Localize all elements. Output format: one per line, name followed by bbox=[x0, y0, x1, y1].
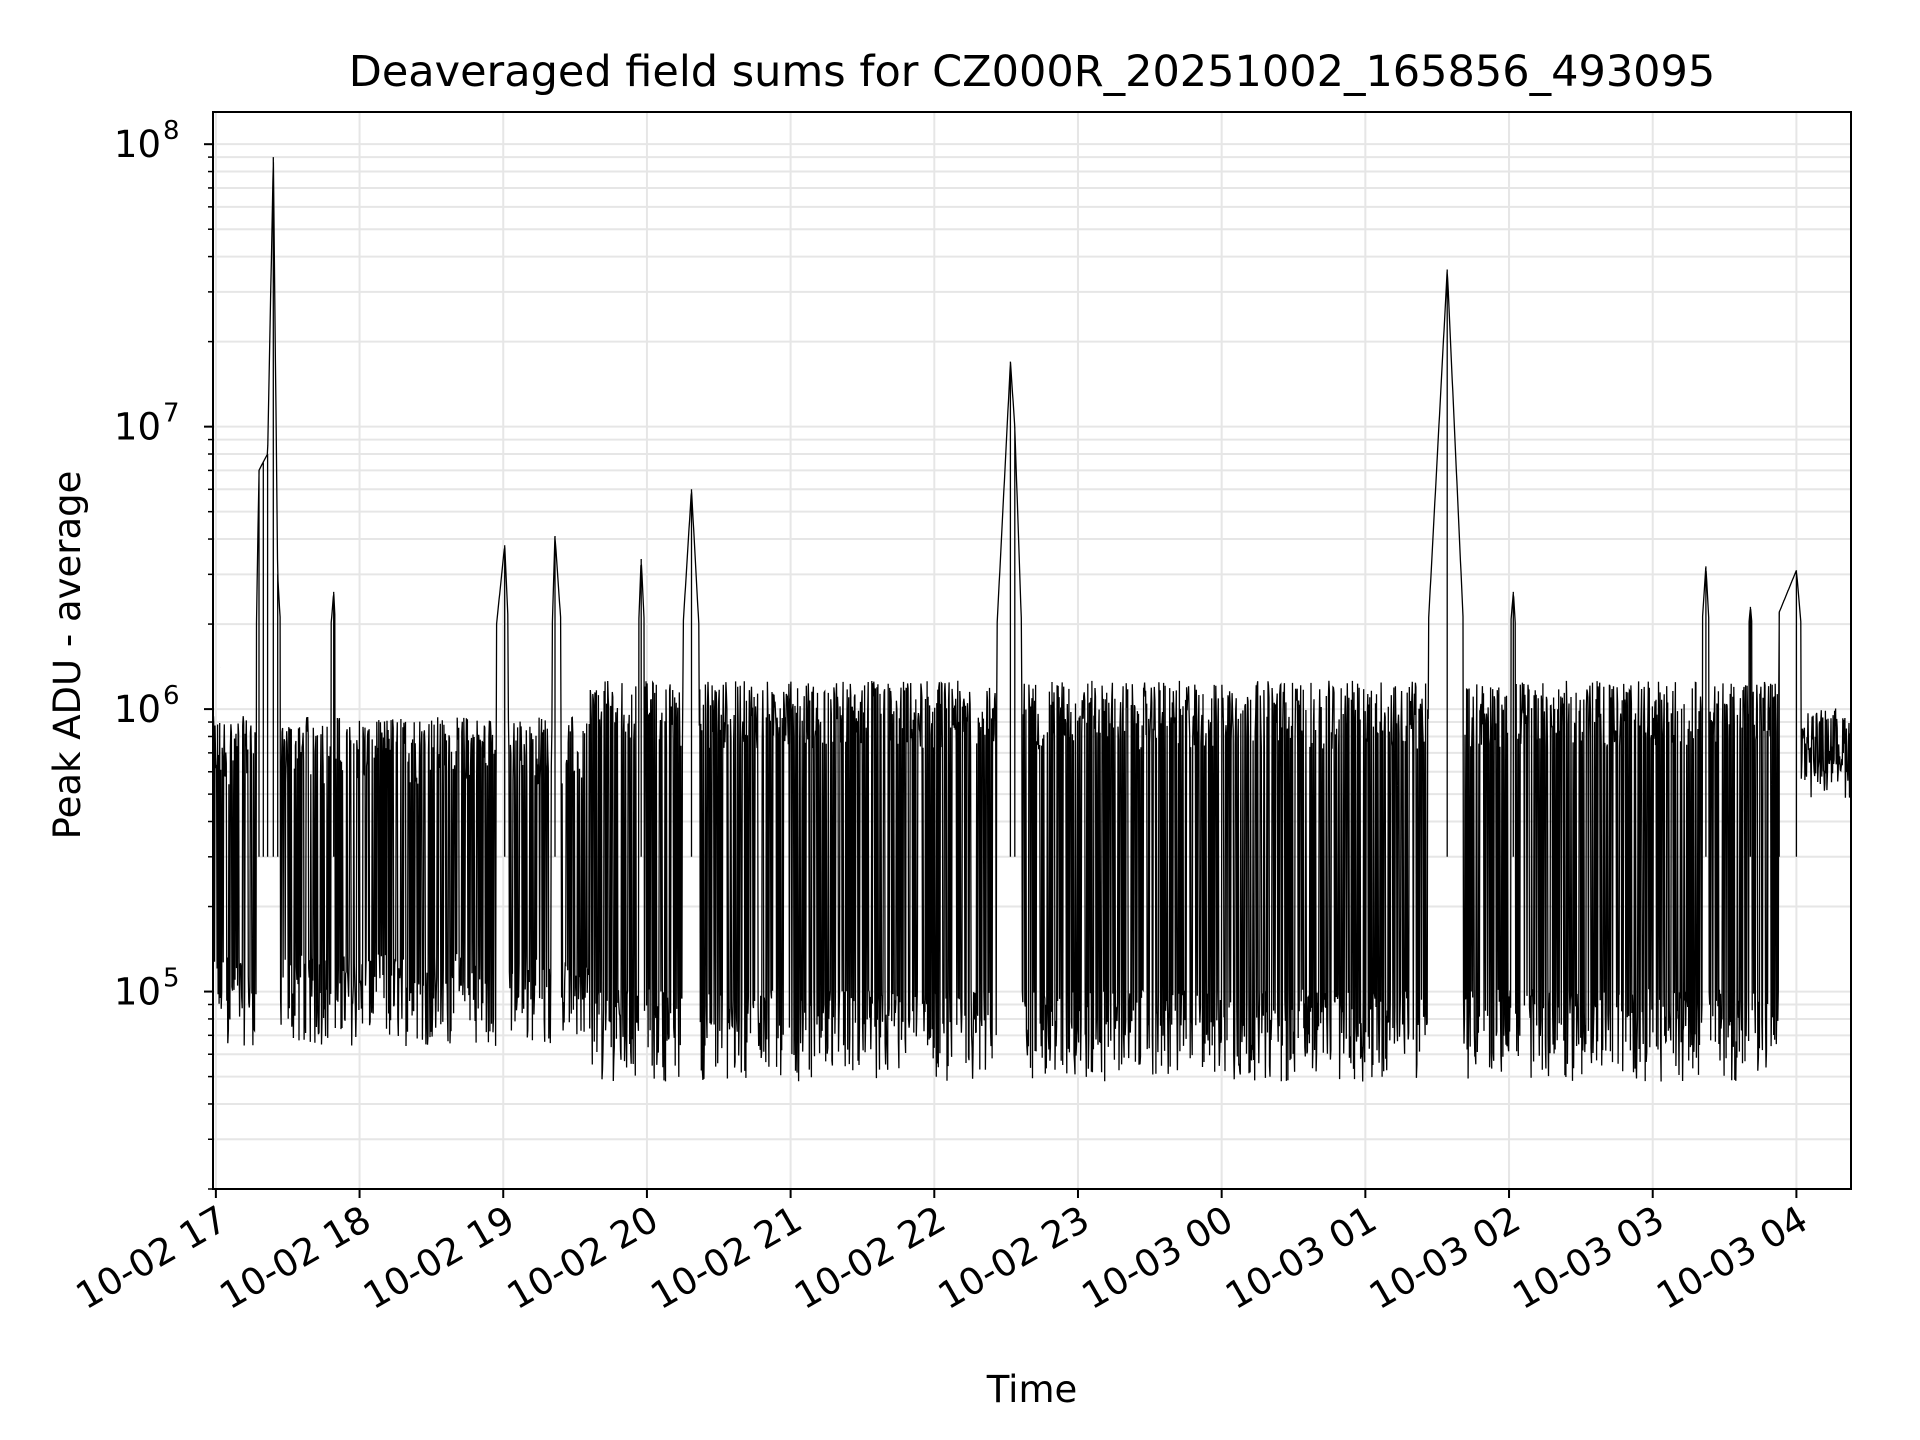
plot-frame bbox=[212, 111, 1852, 1190]
series-line bbox=[212, 157, 1852, 1082]
y-axis-label: Peak ADU - average bbox=[46, 471, 89, 840]
y-tick-exponent: 6 bbox=[163, 681, 180, 711]
y-tick-label: 10 bbox=[114, 123, 161, 166]
y-tick-label: 10 bbox=[114, 688, 161, 731]
y-tick-exponent: 7 bbox=[163, 399, 180, 429]
y-tick-label: 10 bbox=[114, 406, 161, 449]
y-tick-label: 10 bbox=[114, 971, 161, 1014]
chart-title: Deaveraged field sums for CZ000R_2025100… bbox=[349, 47, 1716, 97]
y-tick-exponent: 5 bbox=[163, 964, 180, 994]
y-tick-exponent: 8 bbox=[163, 116, 180, 146]
x-axis-label: Time bbox=[986, 1368, 1078, 1411]
plot-area bbox=[212, 157, 1852, 1082]
